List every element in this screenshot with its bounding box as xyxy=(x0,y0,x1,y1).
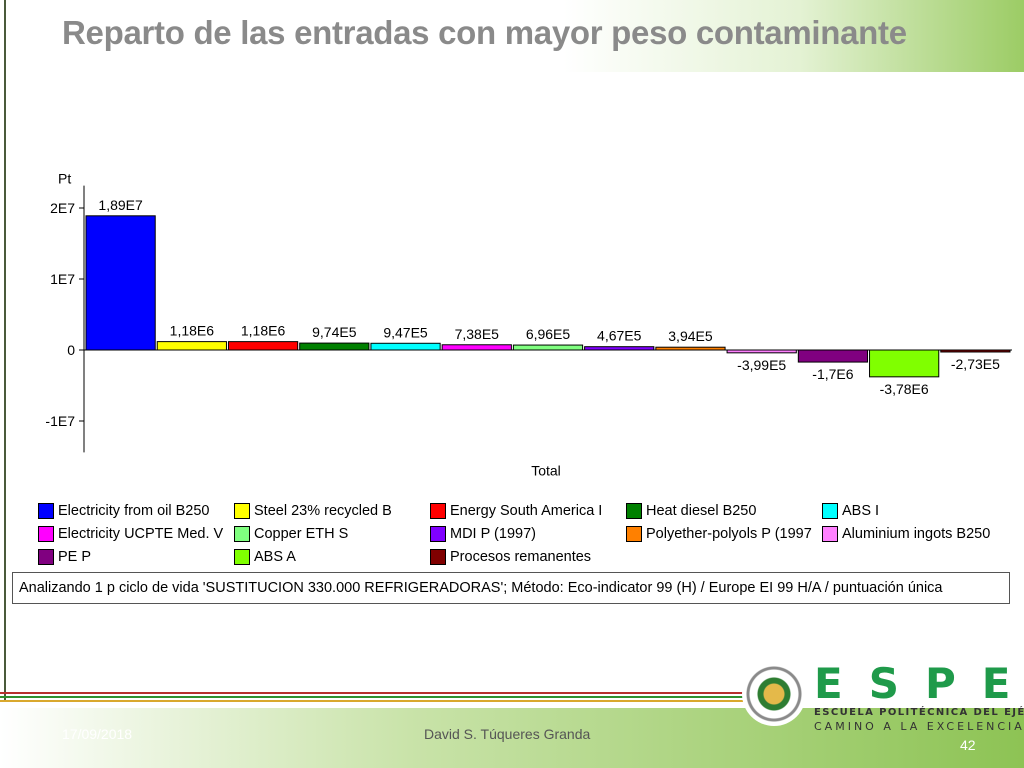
legend-label: MDI P (1997) xyxy=(450,526,536,542)
bar-data-label: 3,94E5 xyxy=(668,328,713,344)
bar-data-label: -1,7E6 xyxy=(812,366,853,382)
legend-swatch xyxy=(430,526,446,542)
legend-label: ABS A xyxy=(254,549,296,565)
bar-data-label: -2,73E5 xyxy=(951,356,1000,372)
y-tick-label: -1E7 xyxy=(45,413,75,429)
legend-swatch xyxy=(430,503,446,519)
bar-data-label: -3,99E5 xyxy=(737,357,786,373)
legend-swatch xyxy=(234,503,250,519)
legend-label: ABS I xyxy=(842,503,880,519)
bar xyxy=(227,341,299,351)
legend-label: Heat diesel B250 xyxy=(646,503,757,519)
legend-item: PE P xyxy=(38,546,91,568)
legend-swatch xyxy=(38,526,54,542)
legend-item: Steel 23% recycled B xyxy=(234,500,392,522)
left-rule xyxy=(4,0,6,700)
legend-item: Electricity from oil B250 xyxy=(38,500,210,522)
y-tick-label: 2E7 xyxy=(50,200,75,216)
bar xyxy=(156,341,227,351)
bar xyxy=(797,349,869,363)
legend-label: Electricity UCPTE Med. V xyxy=(58,526,224,542)
footer-author: David S. Túqueres Granda xyxy=(424,726,591,742)
legend-label: Electricity from oil B250 xyxy=(58,503,210,519)
legend-swatch xyxy=(430,549,446,565)
bar-data-label: 1,18E6 xyxy=(170,323,215,339)
legend-swatch xyxy=(38,503,54,519)
bar-data-label: 1,18E6 xyxy=(241,323,286,339)
logo-wordmark: ESPE xyxy=(814,659,1024,708)
bar xyxy=(299,342,370,351)
legend-item: ABS I xyxy=(822,500,879,522)
legend-item: MDI P (1997) xyxy=(430,523,536,545)
legend-label: Aluminium ingots B250 xyxy=(842,526,991,542)
legend-item: Aluminium ingots B250 xyxy=(822,523,990,545)
legend-item: Procesos remanentes xyxy=(430,546,591,568)
bar-data-label: 9,47E5 xyxy=(383,324,428,340)
page-number: 42 xyxy=(960,737,976,753)
legend-swatch xyxy=(626,503,642,519)
legend-swatch xyxy=(822,503,838,519)
bar xyxy=(869,349,940,378)
bar xyxy=(370,342,441,351)
legend-item: ABS A xyxy=(234,546,296,568)
bar-data-label: 7,38E5 xyxy=(455,326,500,342)
chart-legend: Electricity from oil B250 Steel 23% recyc… xyxy=(38,500,1014,572)
legend-label: Steel 23% recycled B xyxy=(254,503,392,519)
legend-label: Procesos remanentes xyxy=(450,549,592,565)
y-tick-label: 0 xyxy=(67,342,75,358)
bar xyxy=(85,215,156,351)
legend-label: Copper ETH S xyxy=(254,526,349,542)
legend-label: Polyether-polyols P (1997 xyxy=(646,526,812,542)
logo-motto: CAMINO A LA EXCELENCIA xyxy=(814,720,1024,733)
legend-item: Polyether-polyols P (1997 xyxy=(626,523,812,545)
method-note: Analizando 1 p ciclo de vida 'SUSTITUCIO… xyxy=(12,572,1010,604)
bar xyxy=(512,344,584,351)
bar-data-label: 4,67E5 xyxy=(597,328,642,344)
legend-item: Energy South America I xyxy=(430,500,602,522)
institution-seal-icon xyxy=(742,662,806,726)
x-axis-label: Total xyxy=(531,462,561,478)
legend-label: Energy South America I xyxy=(450,503,603,519)
bar-data-label: 6,96E5 xyxy=(526,326,571,342)
y-tick-label: 1E7 xyxy=(50,271,75,287)
bar-data-label: 1,89E7 xyxy=(98,197,143,213)
legend-swatch xyxy=(234,526,250,542)
y-axis-label: Pt xyxy=(58,171,71,187)
bar-data-label: -3,78E6 xyxy=(880,381,929,397)
legend-label: PE P xyxy=(58,549,92,565)
legend-item: Electricity UCPTE Med. V xyxy=(38,523,223,545)
legend-item: Copper ETH S xyxy=(234,523,348,545)
footer-band xyxy=(0,708,1024,768)
logo-tagline: ESCUELA POLITÉCNICA DEL EJÉRCITO xyxy=(814,707,1024,718)
legend-swatch xyxy=(822,526,838,542)
bar xyxy=(441,344,512,351)
page-title: Reparto de las entradas con mayor peso c… xyxy=(62,14,907,51)
legend-swatch xyxy=(626,526,642,542)
legend-swatch xyxy=(234,549,250,565)
bar-chart: Pt 2E7 1E7 0 -1E7 1,89E7 1,18E6 1,18E6 9,74E5 9,4… xyxy=(45,171,1012,478)
title-band xyxy=(0,0,1024,72)
legend-item: Heat diesel B250 xyxy=(626,500,756,522)
legend-swatch xyxy=(38,549,54,565)
bar-data-label: 9,74E5 xyxy=(312,324,357,340)
footer-date: 17/09/2018 xyxy=(62,726,133,742)
